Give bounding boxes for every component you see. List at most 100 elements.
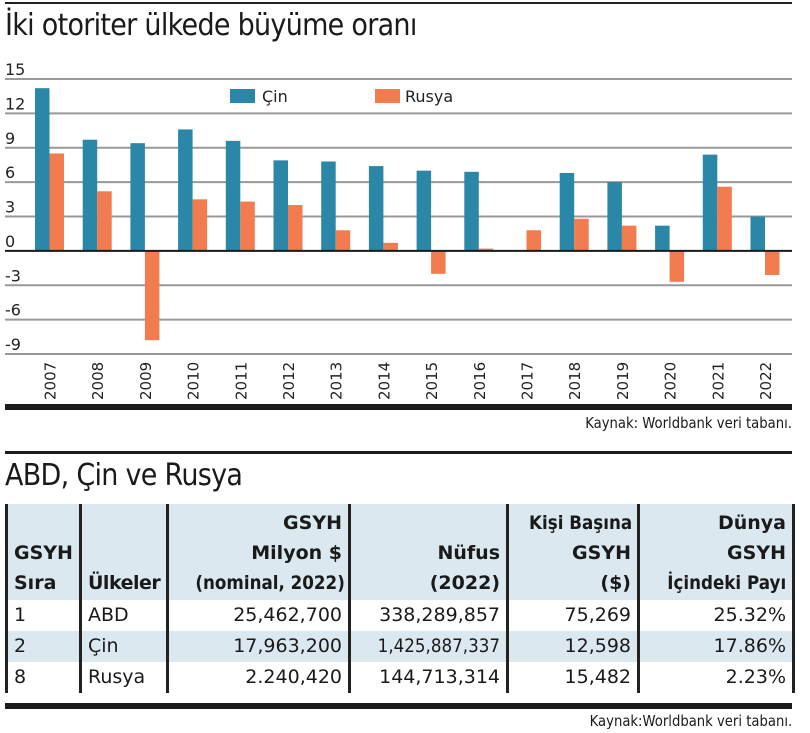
bar-rusya-2014 <box>383 242 398 251</box>
bar-rusya-2020 <box>669 250 685 282</box>
cell-gdp: 2.240,420 <box>166 662 350 693</box>
bar-cin-2016 <box>464 171 479 251</box>
bar-cin-2019 <box>607 182 622 251</box>
bar-cin-2021 <box>702 154 718 251</box>
bar-cin-2020 <box>655 225 670 251</box>
x-tick-label: 2009 <box>137 362 155 400</box>
col-header-line-wrap: Kişi Başına <box>515 508 633 538</box>
bar-cin-2011 <box>225 140 241 251</box>
cell-country: Çin <box>79 631 168 662</box>
x-tick-label: 2019 <box>614 362 632 400</box>
legend-swatch-rusya <box>375 89 400 103</box>
chart-source-caption: Kaynak: Worldbank veri tabanı. <box>585 414 792 432</box>
table-bottom-rule <box>5 703 792 709</box>
col-header-per-capita: Kişi Başına GSYH ($) <box>506 504 639 600</box>
bar-rusya-2008 <box>97 191 112 251</box>
x-tick-label: 2011 <box>232 362 250 400</box>
x-tick-label: 2017 <box>519 362 537 400</box>
table-row: 1 ABD 25,462,700 338,289,857 75,269 25.3… <box>5 600 795 631</box>
x-tick-label: 2015 <box>423 362 441 400</box>
top-rule <box>5 2 792 4</box>
col-header-line: İçindeki Payı <box>667 572 786 594</box>
legend: Çin Rusya <box>230 87 453 106</box>
section-divider <box>5 451 792 454</box>
y-tick-label: -3 <box>5 266 21 285</box>
col-header-line: Milyon $ <box>251 542 342 564</box>
y-tick-label: -9 <box>5 335 21 354</box>
col-header-line: GSYH <box>14 542 73 564</box>
cell-world-share: 2.23% <box>637 662 795 693</box>
col-header-rank: GSYH Sıra <box>5 504 81 600</box>
bar-cin-2010 <box>178 129 193 251</box>
x-tick-label: 2016 <box>471 362 489 400</box>
chart-bottom-rule <box>5 404 792 410</box>
bar-rusya-2017 <box>526 230 541 251</box>
bar-rusya-2015 <box>431 250 446 274</box>
bar-cin-2012 <box>273 160 288 251</box>
bar-cin-2013 <box>321 161 336 251</box>
y-tick-label: 6 <box>5 163 15 182</box>
x-tick-label: 2018 <box>566 362 584 400</box>
cell-gdp: 17,963,200 <box>166 631 350 662</box>
y-tick-label: -6 <box>5 301 21 320</box>
cell-world-share: 25.32% <box>637 600 795 631</box>
col-header-world-share: Dünya GSYH İçindeki Payı <box>637 504 795 600</box>
col-header-line: ($) <box>600 572 631 594</box>
bar-cin-2008 <box>82 139 98 251</box>
table-title: ABD, Çin ve Rusya <box>5 458 243 493</box>
bar-rusya-2018 <box>574 218 589 251</box>
chart-title: İki otoriter ülkede büyüme oranı <box>5 8 417 43</box>
bar-rusya-2013 <box>335 230 351 251</box>
col-header-line: GSYH <box>572 542 631 564</box>
cell-rank: 2 <box>5 631 81 662</box>
bar-rusya-2019 <box>621 225 637 251</box>
bar-rusya-2016 <box>478 248 494 251</box>
col-header-line: (2022) <box>429 572 500 594</box>
cell-rank: 8 <box>5 662 81 693</box>
y-tick-label: 15 <box>5 60 25 79</box>
y-tick-label: 9 <box>5 129 15 148</box>
bar-cin-2014 <box>368 166 384 251</box>
bar-cin-2022 <box>750 216 765 251</box>
cell-country: Rusya <box>79 662 168 693</box>
cell-per-capita: 12,598 <box>506 631 639 662</box>
x-tick-label: 2013 <box>328 362 346 400</box>
col-header-line: Nüfus <box>437 542 500 564</box>
x-tick-label: 2012 <box>280 362 298 400</box>
cell-population: 144,713,314 <box>348 662 508 693</box>
legend-label-rusya: Rusya <box>405 87 453 106</box>
legend-swatch-cin <box>230 89 255 103</box>
table-header-row: GSYH Sıra Ülkeler GSYH Milyon $ (nominal… <box>5 504 795 600</box>
bar-rusya-2011 <box>240 201 255 251</box>
cell-world-share: 17.86% <box>637 631 795 662</box>
bar-cin-2018 <box>559 172 575 251</box>
col-header-country: Ülkeler <box>79 504 168 600</box>
y-axis-labels: 15 12 9 6 3 0 -3 -6 -9 <box>5 60 25 354</box>
table-row: 8 Rusya 2.240,420 144,713,314 15,482 2.2… <box>5 662 795 693</box>
x-tick-label: 2008 <box>89 362 107 400</box>
col-header-population: Nüfus (2022) <box>348 504 508 600</box>
bar-rusya-2007 <box>49 153 64 251</box>
col-header-line: GSYH <box>727 542 786 564</box>
x-tick-label: 2022 <box>757 362 775 400</box>
col-header-gdp: GSYH Milyon $ (nominal, 2022) <box>166 504 350 600</box>
col-header-line: GSYH <box>283 512 342 534</box>
col-header-line: Sıra <box>14 572 57 594</box>
bar-cin-2007 <box>35 88 50 251</box>
cell-country: ABD <box>79 600 168 631</box>
cell-population: 1,425,887,337 <box>348 631 508 662</box>
col-header-line: Ülkeler <box>88 572 161 594</box>
table-row: 2 Çin 17,963,200 1,425,887,337 12,598 17… <box>5 631 795 662</box>
col-header-line: Kişi Başına <box>529 512 633 534</box>
cell-population: 338,289,857 <box>348 600 508 631</box>
bar-cin-2009 <box>130 143 145 251</box>
col-header-line: Dünya <box>717 512 786 534</box>
table-source-caption: Kaynak:Worldbank veri tabanı. <box>589 712 792 730</box>
x-tick-label: 2014 <box>375 362 393 400</box>
col-header-line: (nominal, 2022) <box>195 572 345 594</box>
y-tick-label: 12 <box>5 94 25 113</box>
bar-cin-2015 <box>416 170 432 251</box>
x-tick-label: 2021 <box>709 362 727 400</box>
bars <box>35 88 780 341</box>
